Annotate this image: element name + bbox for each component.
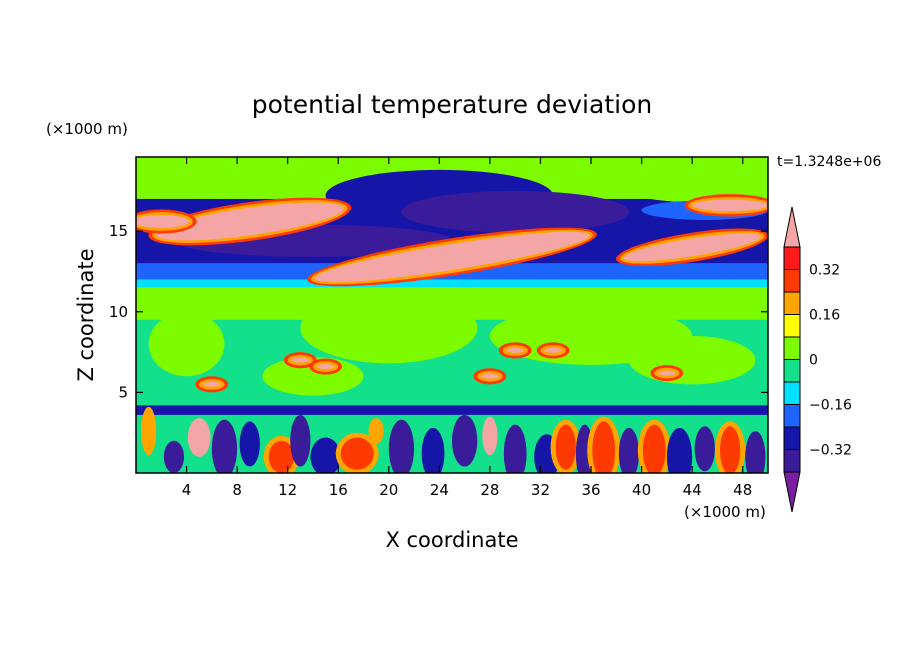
x-tick-label-7: 32 <box>531 481 550 499</box>
x-axis: 4 8 12 16 20 24 28 32 36 40 44 48 <box>182 157 752 499</box>
warm-spot-5 <box>202 381 221 387</box>
bl-cell-18 <box>592 421 616 473</box>
bl-cell-10 <box>388 419 415 473</box>
colorbar-swatch-6 <box>783 314 801 338</box>
x-tick-label-10: 44 <box>683 481 702 499</box>
colorbar-label-1: 0.16 <box>809 308 840 324</box>
colorbar-extend-low <box>783 471 801 513</box>
bl-cell-5 <box>268 440 294 473</box>
colorbar-label-0: 0.32 <box>809 263 840 279</box>
mid-patch-4 <box>628 335 756 385</box>
layer-tropopause-cyan <box>136 279 768 288</box>
y-tick-label-1: 10 <box>109 303 128 321</box>
bl-cell-23 <box>719 426 741 473</box>
x-axis-label: X coordinate <box>385 528 518 552</box>
bl-cell-14 <box>503 424 527 473</box>
bl-cell-11 <box>421 427 445 473</box>
x-tick-label-4: 20 <box>379 481 398 499</box>
warm-spot-4 <box>481 373 499 379</box>
x-tick-label-11: 48 <box>733 481 752 499</box>
upper-purple-core <box>401 190 629 233</box>
x-tick-label-8: 36 <box>581 481 600 499</box>
bl-cell-2 <box>187 418 211 457</box>
plot-frame <box>135 156 769 474</box>
y-axis-label: Z coordinate <box>74 248 98 381</box>
mid-patch-1 <box>300 292 478 364</box>
layer-bl-top <box>136 405 768 415</box>
bl-cell-22 <box>694 426 715 472</box>
bl-cell-3 <box>211 419 238 473</box>
x-tick-label-5: 24 <box>430 481 449 499</box>
bl-cell-21 <box>666 427 693 473</box>
warm-filament-center <box>314 231 590 283</box>
bl-cell-19 <box>618 427 640 473</box>
colorbar-swatch-5 <box>783 336 801 360</box>
warm-spot-0 <box>291 357 310 363</box>
warm-filament-right <box>623 233 761 262</box>
bl-cell-12 <box>452 414 478 467</box>
warm-spot-2 <box>506 348 525 353</box>
y-units-label: (×1000 m) <box>46 120 128 138</box>
x-tick-label-2: 12 <box>278 481 297 499</box>
warm-spot-6 <box>658 370 676 376</box>
colorbar-swatch-0 <box>783 449 801 473</box>
warm-spot-1 <box>316 364 335 370</box>
bl-cell-9 <box>368 418 384 444</box>
colorbar-swatch-1 <box>783 426 801 450</box>
y-tick-label-0: 5 <box>118 383 128 401</box>
colorbar-swatch-2 <box>783 404 801 428</box>
bl-cell-13 <box>482 416 498 456</box>
x-units-label: (×1000 m) <box>684 503 766 521</box>
colorbar-label-3: −0.16 <box>809 398 852 414</box>
warm-filament-topright <box>692 199 768 212</box>
colorbar-swatch-3 <box>783 381 801 405</box>
potential-temperature-field <box>136 157 768 473</box>
bl-cell-24 <box>745 431 766 473</box>
bl-cell-20 <box>642 424 666 473</box>
x-tick-label-0: 4 <box>182 481 192 499</box>
bl-cell-7 <box>310 437 341 473</box>
bl-cell-16 <box>555 424 576 470</box>
bl-cell-0 <box>141 406 157 456</box>
bl-cell-8 <box>340 437 374 470</box>
colorbar-label-4: −0.32 <box>809 443 852 459</box>
colorbar-extend-high <box>783 206 801 248</box>
y-tick-label-2: 15 <box>109 222 128 240</box>
bl-cell-1 <box>163 440 185 473</box>
colorbar-swatch-4 <box>783 359 801 383</box>
warm-spot-3 <box>544 348 562 353</box>
bl-cell-4 <box>239 421 260 467</box>
colorbar-swatch-8 <box>783 269 801 293</box>
x-tick-label-9: 40 <box>632 481 651 499</box>
mid-patch-0 <box>148 311 225 377</box>
x-tick-label-3: 16 <box>329 481 348 499</box>
upper-green-left <box>136 161 238 198</box>
colorbar: 0.32 0.16 0 −0.16 −0.32 <box>783 206 852 513</box>
upper-green-right <box>616 163 768 203</box>
colorbar-label-2: 0 <box>809 353 818 369</box>
colorbar-swatch-9 <box>783 246 801 270</box>
chart-title: potential temperature deviation <box>252 90 652 119</box>
y-axis: 5 10 15 <box>109 222 768 401</box>
bl-cell-6 <box>290 414 311 467</box>
time-label: t=1.3248e+06 <box>777 154 881 170</box>
x-tick-label-6: 28 <box>480 481 499 499</box>
colorbar-swatch-7 <box>783 291 801 315</box>
warm-filament-edge <box>136 215 190 228</box>
warm-filament-left <box>155 202 344 241</box>
x-tick-label-1: 8 <box>232 481 242 499</box>
